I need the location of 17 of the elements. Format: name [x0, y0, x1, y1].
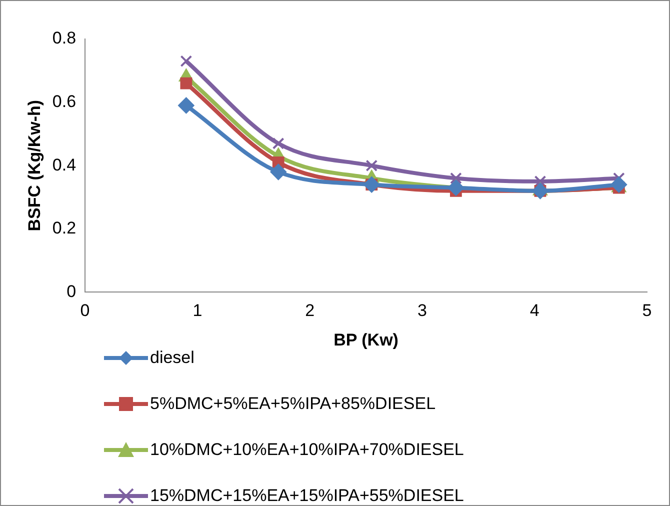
y-axis-title: BSFC (Kg/Kw-h) — [24, 100, 44, 232]
x-axis-title: BP (Kw) — [334, 330, 398, 350]
x-tick-label: 0 — [80, 301, 90, 320]
x-tick-label: 2 — [305, 301, 315, 320]
x-tick-label: 5 — [642, 301, 652, 320]
legend-label: 15%DMC+15%EA+15%IPA+55%DIESEL — [150, 486, 464, 506]
legend-label: 10%DMC+10%EA+10%IPA+70%DIESEL — [150, 440, 464, 460]
y-tick-label: 0.4 — [52, 155, 76, 174]
x-tick-label: 1 — [192, 301, 202, 320]
x-tick-label: 4 — [530, 301, 540, 320]
x-tick-label: 3 — [417, 301, 427, 320]
y-tick-label: 0.6 — [52, 92, 76, 111]
legend-label: 5%DMC+5%EA+5%IPA+85%DIESEL — [150, 394, 436, 414]
y-tick-label: 0.2 — [52, 218, 76, 238]
y-tick-label: 0 — [66, 282, 76, 301]
legend-label: diesel — [150, 348, 194, 368]
y-tick-label: 0.8 — [52, 28, 76, 48]
